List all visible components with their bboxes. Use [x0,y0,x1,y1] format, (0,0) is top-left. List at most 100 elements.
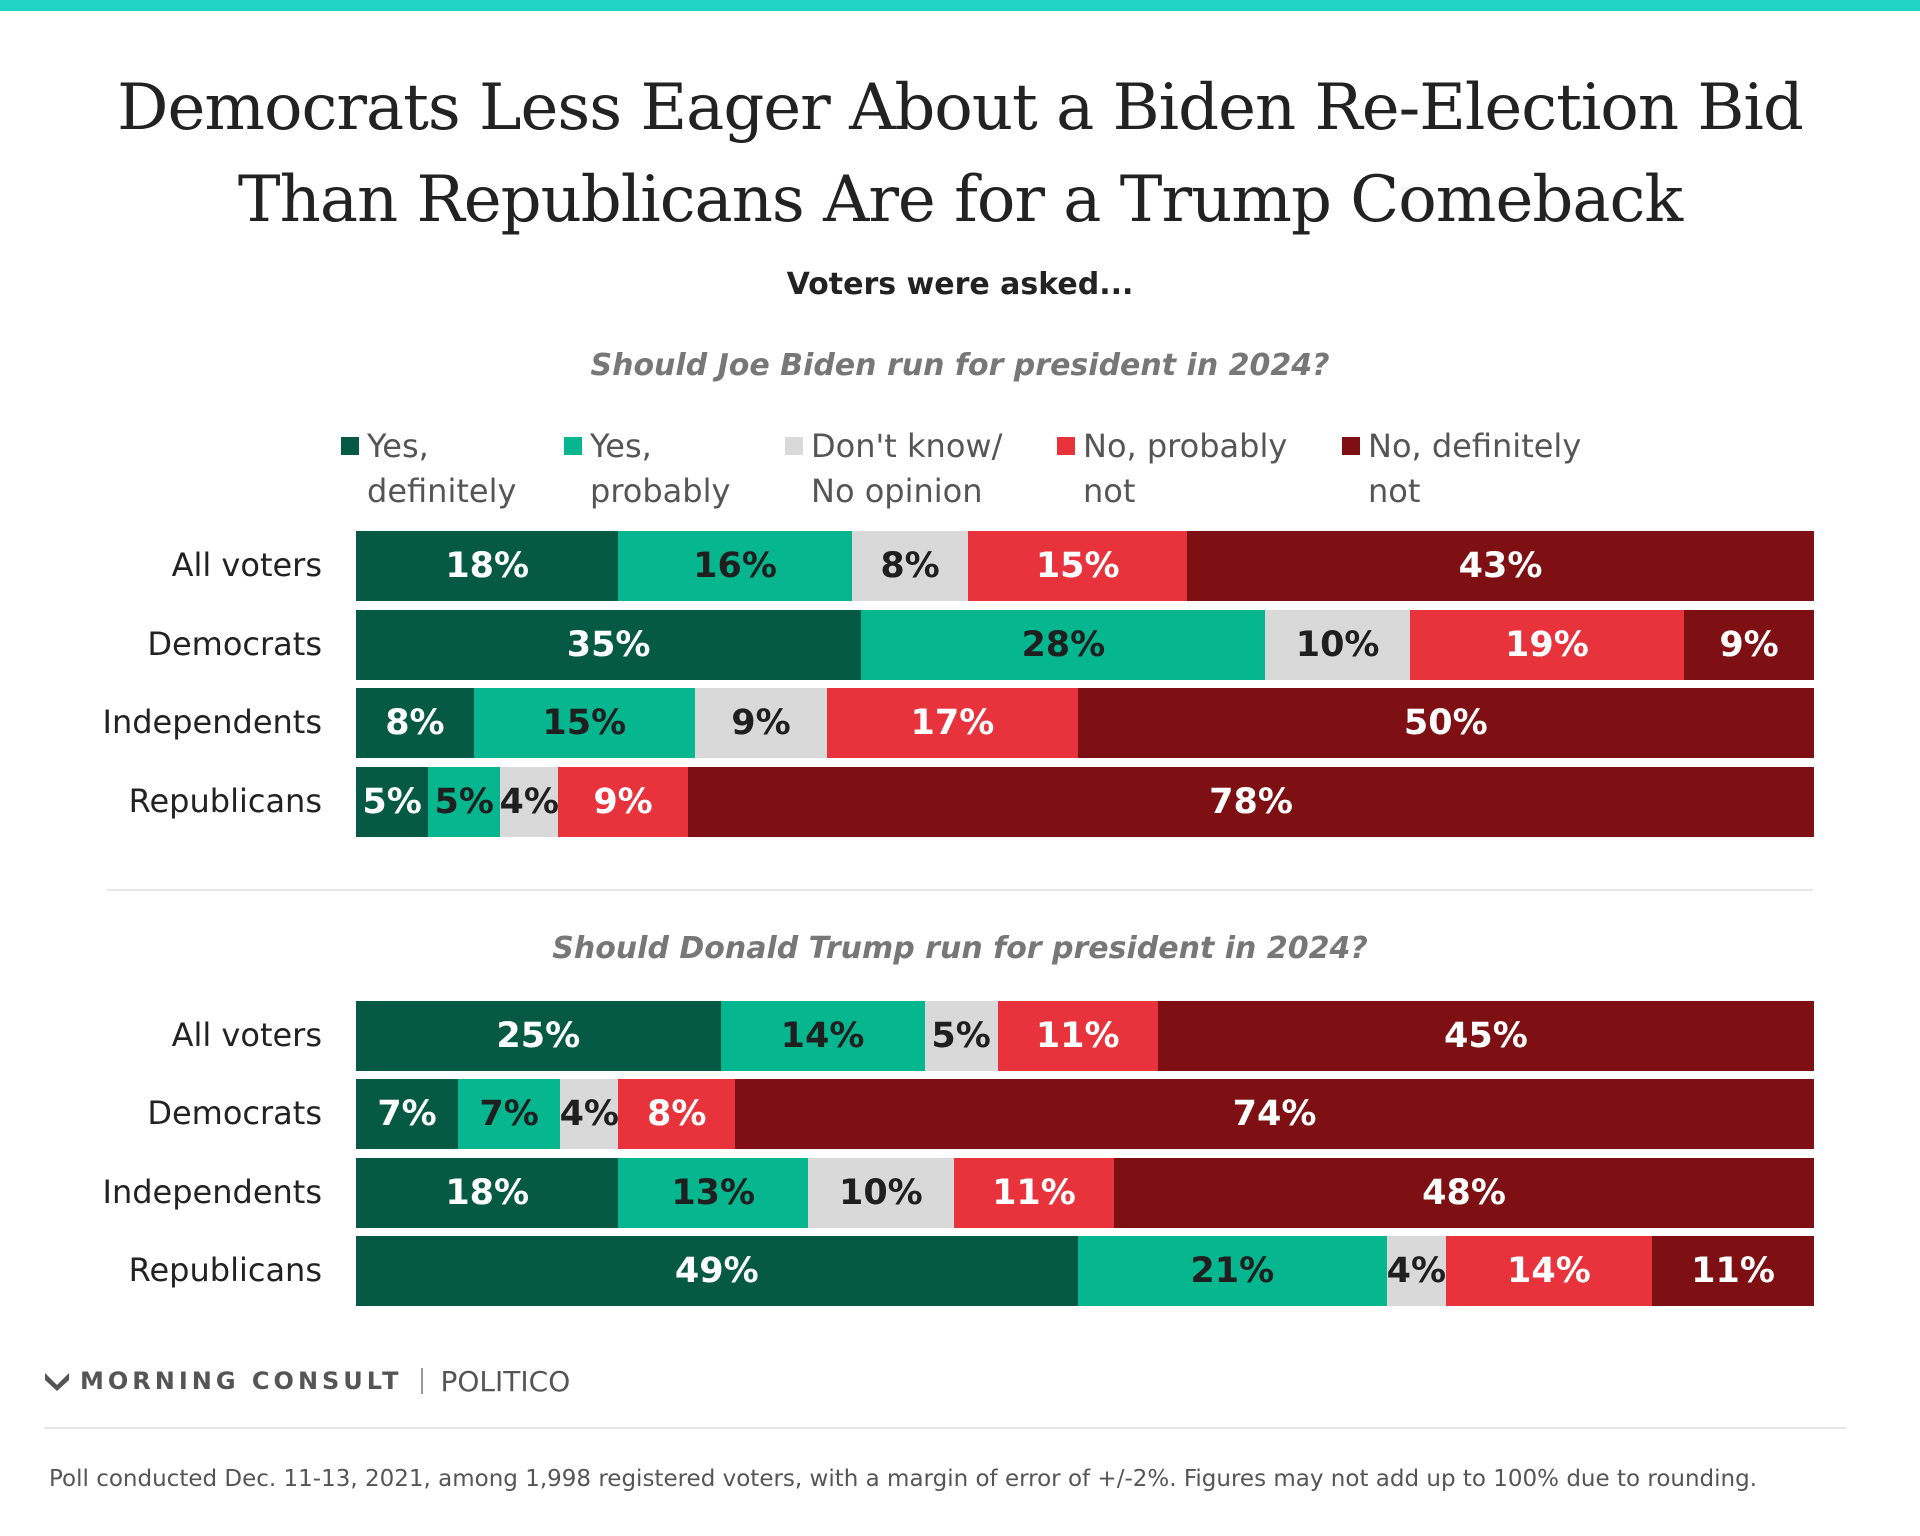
chart-title: Democrats Less Eager About a Biden Re-El… [0,62,1920,246]
bar-value-label: 11% [1035,1016,1120,1056]
bar-value-label: 16% [693,546,777,586]
bar-value-label: 43% [1458,546,1543,586]
bar-segment: 15% [968,531,1188,601]
bar-segment: 5% [356,767,429,837]
bar-segment: 50% [1077,688,1814,758]
bar-row: 18% 13% 10% 11% 48% [356,1158,1814,1228]
bar-segment: 9% [558,767,688,837]
bar-value-label: 18% [445,546,530,586]
brand-morning-consult: MORNING CONSULT [80,1367,403,1395]
legend-swatch-yes-definitely [341,437,359,455]
bar-segment: 11% [953,1158,1115,1228]
legend-line: No, definitely [1368,427,1582,465]
bar-value-label: 15% [1035,546,1120,586]
bar-value-label: 14% [1507,1251,1591,1291]
row-label-all-voters: All voters [171,1016,322,1054]
legend-item-no-definitely-not: No, definitely not [1342,424,1588,514]
bar-segment: 4% [559,1079,619,1149]
bar-segment: 14% [1445,1236,1652,1306]
bar-segment: 4% [499,767,559,837]
bar-value-label: 13% [671,1173,756,1213]
legend-label: Yes, definitely [367,424,587,514]
footnote: Poll conducted Dec. 11-13, 2021, among 1… [49,1466,1758,1492]
bar-segment: 13% [618,1158,808,1228]
brand-footer: MORNING CONSULT POLITICO [44,1363,570,1399]
bar-value-label: 8% [647,1094,707,1134]
bar-value-label: 49% [674,1251,759,1291]
bar-value-label: 8% [385,703,445,743]
bar-segment: 18% [356,1158,619,1228]
legend-line: not [1368,472,1421,510]
bar-segment: 16% [618,531,852,601]
legend-swatch-no-definitely-not [1342,437,1360,455]
bar-value-label: 45% [1444,1016,1528,1056]
bar-segment: 10% [1265,610,1410,680]
bar-value-label: 10% [838,1173,923,1213]
brand-separator [420,1368,423,1394]
bar-segment: 35% [356,610,862,680]
bar-segment: 11% [1652,1236,1814,1306]
bar-value-label: 74% [1232,1094,1317,1134]
bar-segment: 17% [827,688,1078,758]
row-label-democrats: Democrats [147,625,322,663]
bar-value-label: 17% [910,703,995,743]
bar-value-label: 19% [1505,625,1589,665]
brand-politico: POLITICO [440,1364,571,1398]
bar-value-label: 5% [434,782,494,822]
bar-value-label: 78% [1209,782,1293,822]
bar-value-label: 4% [1386,1251,1447,1291]
row-label-independents: Independents [102,1173,323,1211]
bar-segment: 43% [1187,531,1814,601]
legend-swatch-no-probably-not [1057,437,1075,455]
bar-value-label: 21% [1190,1251,1275,1291]
bar-segment: 45% [1157,1001,1814,1071]
bar-segment: 19% [1409,610,1685,680]
bar-segment: 25% [356,1001,721,1071]
bar-segment: 7% [356,1079,459,1149]
bar-value-label: 35% [566,625,651,665]
morning-consult-logo-icon [45,1373,69,1391]
bar-value-label: 8% [880,546,940,586]
bar-value-label: 25% [496,1016,581,1056]
legend-line: Yes, [367,427,429,465]
row-label-democrats: Democrats [147,1094,322,1132]
row-label-all-voters: All voters [171,546,322,584]
bar-segment: 15% [473,688,695,758]
bar-value-label: 28% [1021,625,1106,665]
bar-value-label: 15% [542,703,627,743]
bar-value-label: 11% [992,1173,1076,1213]
bar-segment: 10% [807,1158,954,1228]
bar-row: 5% 5% 4% 9% 78% [356,767,1814,837]
legend-item-yes-probably: Yes, probably [564,424,810,514]
bar-value-label: 50% [1403,703,1488,743]
legend-label: No, probably not [1083,424,1303,514]
bar-segment: 7% [458,1079,561,1149]
bar-value-label: 5% [931,1016,991,1056]
legend-line: Yes, [590,427,652,465]
bar-value-label: 10% [1295,625,1380,665]
bar-value-label: 11% [1691,1251,1775,1291]
legend-swatch-yes-probably [564,437,582,455]
bar-value-label: 7% [377,1094,437,1134]
legend-line: definitely [367,472,517,510]
legend-line: probably [590,472,731,510]
legend: Yes, definitely Yes, probably Don't know/N… [0,424,1920,524]
bar-value-label: 7% [479,1094,539,1134]
bar-segment: 18% [356,531,619,601]
legend-line: No opinion [811,472,983,510]
bar-value-label: 18% [445,1173,530,1213]
bar-row: 7% 7% 4% 8% 74% [356,1079,1814,1149]
chart-title-line-1: Democrats Less Eager About a Biden Re-El… [117,71,1804,145]
legend-label: Don't know/No opinion [811,424,1031,514]
bar-value-label: 9% [1719,625,1779,665]
biden-question-title: Should Joe Biden run for president in 20… [590,348,1330,383]
bar-value-label: 5% [362,782,422,822]
bar-row: 25% 14% 5% 11% 45% [356,1001,1814,1071]
legend-line: Don't know/ [811,427,1003,465]
bar-value-label: 4% [559,1094,619,1134]
chart-title-line-2: Than Republicans Are for a Trump Comebac… [237,163,1683,237]
bar-value-label: 9% [731,703,791,743]
bar-segment: 8% [356,688,474,758]
bar-value-label: 4% [499,782,559,822]
legend-line: No, probably [1083,427,1288,465]
